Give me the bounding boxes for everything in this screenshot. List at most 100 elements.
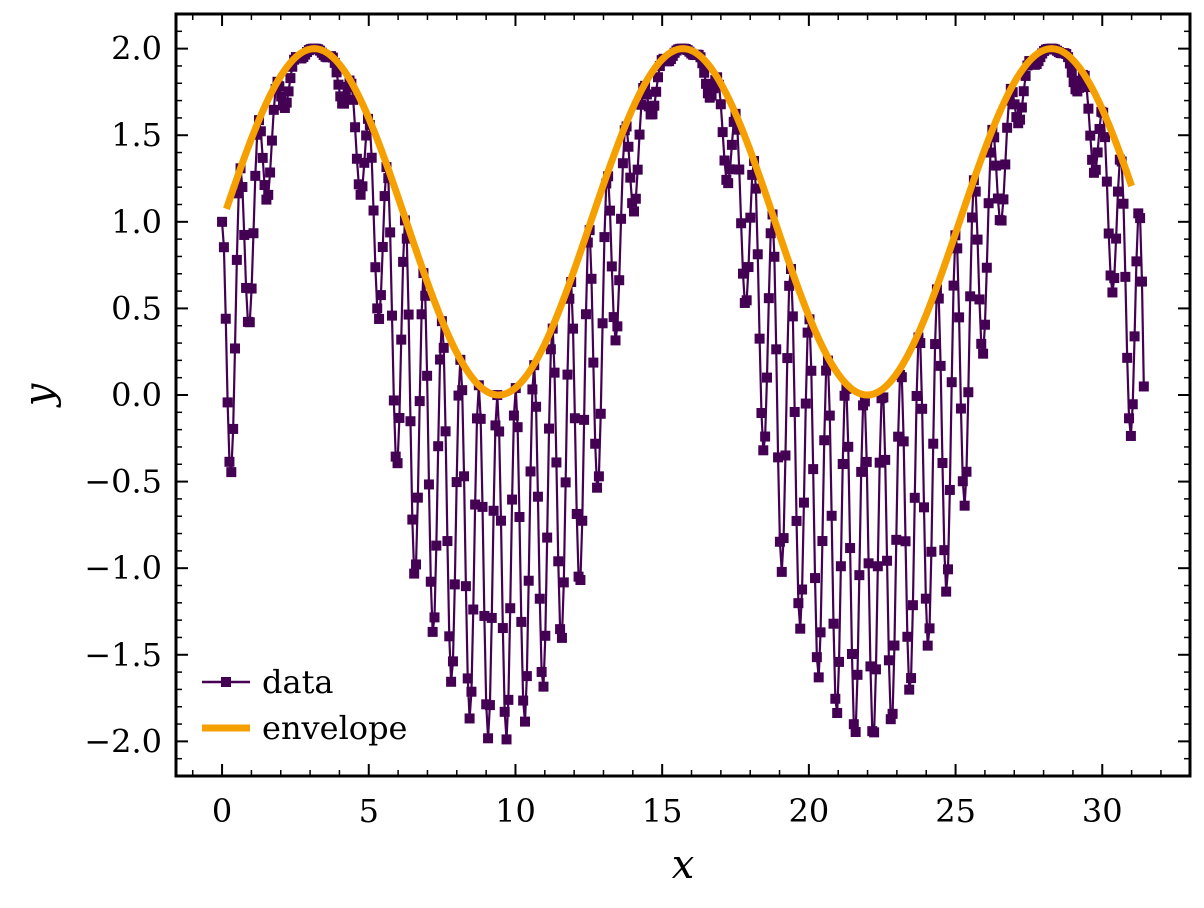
data-point	[909, 492, 920, 503]
data-point	[582, 237, 593, 248]
data-point	[1018, 86, 1029, 97]
data-point	[883, 655, 894, 666]
data-point	[944, 484, 955, 495]
data-point	[869, 727, 880, 738]
data-point	[457, 385, 468, 396]
data-point	[374, 313, 385, 324]
data-point	[233, 188, 244, 199]
data-point	[734, 164, 745, 175]
data-point	[824, 410, 835, 421]
data-point	[887, 708, 898, 719]
data-point	[403, 309, 414, 320]
data-point	[239, 229, 250, 240]
data-point	[231, 254, 242, 265]
data-point	[335, 91, 346, 102]
data-point	[1083, 103, 1094, 114]
x-tick-label: 5	[359, 792, 379, 830]
data-point	[643, 101, 654, 112]
data-point	[562, 369, 573, 380]
data-point	[784, 280, 795, 291]
data-point	[723, 178, 734, 189]
x-tick-label: 10	[495, 792, 536, 830]
data-point	[351, 153, 362, 164]
data-point	[789, 406, 800, 417]
data-point	[963, 387, 974, 398]
data-point	[741, 295, 752, 306]
data-point	[265, 167, 276, 178]
data-point	[1136, 276, 1147, 287]
data-point	[870, 664, 881, 675]
data-point	[224, 456, 235, 467]
data-point	[414, 396, 425, 407]
data-point	[979, 319, 990, 330]
data-point	[653, 72, 663, 83]
data-point	[516, 616, 527, 627]
data-point	[440, 426, 451, 437]
data-point	[834, 656, 845, 667]
data-point	[889, 640, 900, 651]
data-point	[370, 262, 381, 273]
data-point	[588, 357, 599, 368]
data-point	[604, 205, 615, 216]
data-point	[447, 656, 458, 667]
data-point	[1109, 273, 1120, 284]
data-point	[540, 630, 551, 641]
data-point	[837, 459, 848, 469]
data-point	[919, 502, 929, 513]
data-point	[893, 431, 904, 442]
axes-frame	[174, 12, 1192, 778]
data-point	[1125, 430, 1136, 441]
data-point	[523, 575, 534, 586]
data-point	[468, 604, 479, 615]
data-point	[773, 452, 784, 463]
data-point	[507, 494, 518, 505]
data-point	[715, 99, 726, 110]
data-point	[586, 273, 597, 284]
data-point	[375, 290, 386, 301]
data-point	[368, 205, 379, 216]
legend-data-swatch-marker	[221, 677, 231, 687]
data-point	[217, 216, 228, 227]
axes	[174, 12, 1192, 778]
data-point	[1000, 159, 1011, 170]
data-point	[462, 673, 473, 684]
data-point	[401, 233, 412, 244]
data-point	[985, 147, 996, 158]
data-point	[967, 212, 978, 223]
data-point	[1090, 164, 1101, 175]
data-point	[972, 234, 983, 245]
y-axis-label: y	[16, 382, 62, 408]
data-point	[846, 648, 857, 659]
data-point	[241, 282, 252, 293]
data-point	[592, 482, 603, 493]
data-point	[228, 423, 239, 434]
data-point	[553, 556, 564, 567]
data-point	[706, 90, 717, 101]
data-point	[527, 384, 538, 395]
data-point	[505, 603, 516, 614]
data-point	[728, 116, 739, 127]
data-point	[832, 708, 843, 718]
data-point	[1100, 132, 1111, 143]
data-point	[649, 100, 660, 111]
data-point	[902, 631, 913, 642]
data-point	[708, 83, 719, 94]
data-point	[392, 458, 403, 469]
data-point	[366, 152, 377, 163]
data-point	[911, 390, 922, 401]
data-point	[811, 652, 822, 663]
data-point	[1111, 233, 1122, 244]
data-point	[431, 540, 442, 551]
data-point	[717, 127, 728, 138]
y-tick-label: 0.5	[111, 289, 162, 327]
data-point	[756, 408, 767, 418]
data-point	[521, 671, 532, 682]
data-point	[732, 124, 743, 135]
data-point	[974, 294, 985, 305]
data-point	[422, 370, 433, 381]
data-point	[595, 408, 606, 419]
data-point	[1002, 122, 1013, 133]
data-point	[390, 451, 401, 462]
data-point	[279, 102, 290, 113]
data-point	[514, 511, 525, 522]
